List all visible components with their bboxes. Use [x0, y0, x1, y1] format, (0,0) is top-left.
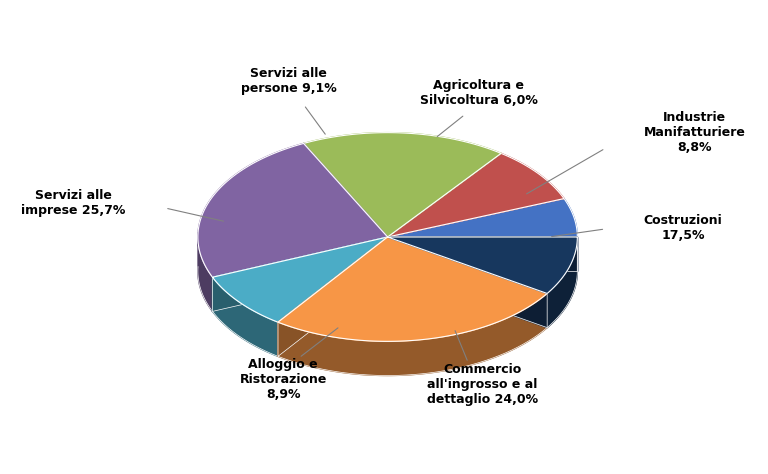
Polygon shape — [303, 133, 501, 237]
Polygon shape — [213, 237, 388, 311]
Polygon shape — [278, 237, 388, 356]
Polygon shape — [213, 237, 388, 322]
Polygon shape — [213, 237, 388, 311]
Polygon shape — [388, 237, 578, 271]
Polygon shape — [547, 237, 578, 328]
Text: Commercio
all'ingrosso e al
dettaglio 24,0%: Commercio all'ingrosso e al dettaglio 24… — [427, 364, 538, 407]
Polygon shape — [388, 199, 578, 237]
Polygon shape — [388, 237, 547, 328]
Text: Costruzioni
17,5%: Costruzioni 17,5% — [644, 213, 723, 242]
Text: Agricoltura e
Silvicoltura 6,0%: Agricoltura e Silvicoltura 6,0% — [420, 79, 538, 107]
Polygon shape — [278, 293, 547, 375]
Polygon shape — [388, 237, 547, 328]
Polygon shape — [278, 237, 547, 341]
Text: Servizi alle
persone 9,1%: Servizi alle persone 9,1% — [241, 67, 337, 95]
Text: Industrie
Manifatturiere
8,8%: Industrie Manifatturiere 8,8% — [644, 111, 746, 154]
Text: Servizi alle
imprese 25,7%: Servizi alle imprese 25,7% — [22, 189, 126, 217]
Polygon shape — [388, 154, 564, 237]
Polygon shape — [388, 237, 578, 271]
Polygon shape — [278, 237, 388, 356]
Text: Alloggio e
Ristorazione
8,9%: Alloggio e Ristorazione 8,9% — [240, 358, 327, 401]
Polygon shape — [213, 277, 278, 356]
Polygon shape — [388, 237, 578, 293]
Polygon shape — [198, 232, 213, 311]
Polygon shape — [198, 144, 388, 277]
